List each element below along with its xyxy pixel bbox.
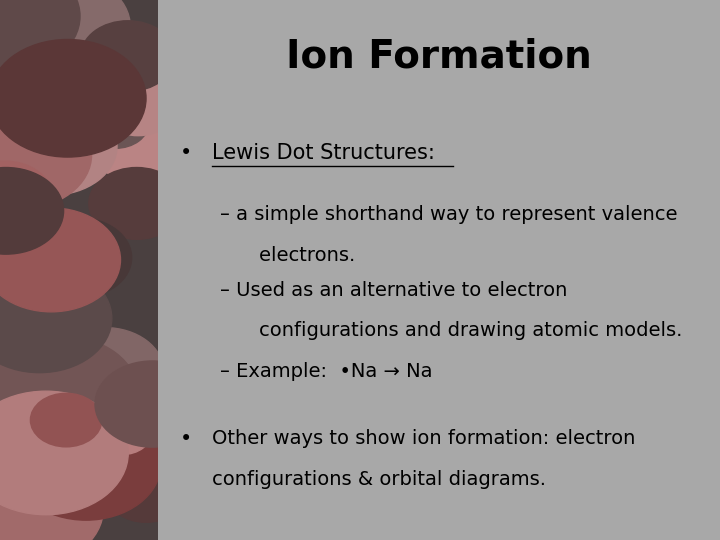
Circle shape bbox=[24, 218, 132, 298]
Circle shape bbox=[0, 100, 91, 210]
Circle shape bbox=[94, 350, 163, 401]
Text: – a simple shorthand way to represent valence: – a simple shorthand way to represent va… bbox=[220, 205, 677, 224]
Bar bbox=[0, 0, 158, 540]
Circle shape bbox=[0, 450, 104, 540]
Circle shape bbox=[0, 391, 128, 515]
Text: •: • bbox=[180, 143, 192, 163]
Circle shape bbox=[71, 59, 236, 184]
Circle shape bbox=[0, 0, 80, 74]
Circle shape bbox=[51, 430, 143, 499]
Circle shape bbox=[106, 462, 186, 522]
Text: electrons.: electrons. bbox=[234, 246, 355, 265]
Text: configurations and drawing atomic models.: configurations and drawing atomic models… bbox=[234, 321, 683, 340]
Circle shape bbox=[30, 393, 102, 447]
Circle shape bbox=[0, 332, 88, 420]
Circle shape bbox=[0, 208, 120, 312]
Circle shape bbox=[0, 0, 130, 80]
Circle shape bbox=[0, 264, 112, 373]
Circle shape bbox=[0, 249, 50, 296]
Circle shape bbox=[66, 388, 183, 476]
Text: configurations & orbital diagrams.: configurations & orbital diagrams. bbox=[212, 470, 546, 489]
Circle shape bbox=[81, 21, 175, 91]
Circle shape bbox=[11, 408, 161, 520]
Circle shape bbox=[46, 328, 163, 416]
Text: Ion Formation: Ion Formation bbox=[287, 38, 592, 76]
Circle shape bbox=[0, 336, 138, 451]
Circle shape bbox=[99, 76, 178, 136]
Bar bbox=[158, 0, 720, 540]
Text: – Example:  •Na → Na: – Example: •Na → Na bbox=[220, 362, 432, 381]
Circle shape bbox=[0, 161, 52, 232]
Text: – Used as an alternative to electron: – Used as an alternative to electron bbox=[220, 281, 567, 300]
Circle shape bbox=[82, 99, 148, 148]
Circle shape bbox=[93, 411, 151, 455]
Text: •: • bbox=[180, 429, 192, 449]
Text: Other ways to show ion formation: electron: Other ways to show ion formation: electr… bbox=[212, 429, 636, 448]
Circle shape bbox=[0, 39, 146, 157]
Circle shape bbox=[89, 167, 184, 239]
Text: Lewis Dot Structures:: Lewis Dot Structures: bbox=[212, 143, 436, 163]
Circle shape bbox=[0, 97, 117, 195]
Circle shape bbox=[63, 423, 129, 472]
Circle shape bbox=[0, 167, 63, 254]
Circle shape bbox=[95, 361, 210, 447]
